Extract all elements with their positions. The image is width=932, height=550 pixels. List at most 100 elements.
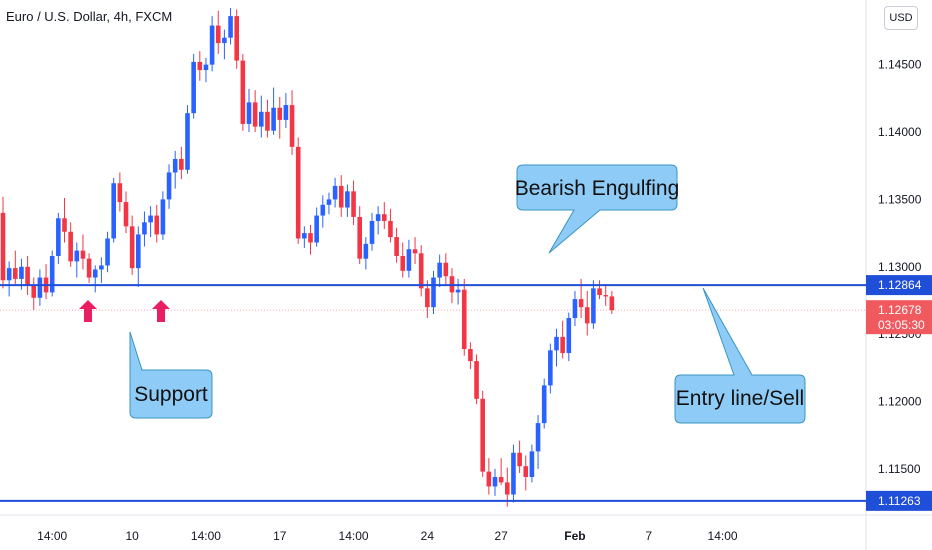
candle[interactable] bbox=[326, 192, 332, 215]
candle[interactable] bbox=[412, 237, 418, 265]
candle[interactable] bbox=[43, 264, 49, 300]
candle[interactable] bbox=[529, 444, 535, 483]
candle[interactable] bbox=[554, 328, 559, 367]
candle[interactable] bbox=[148, 206, 153, 238]
candle[interactable] bbox=[277, 96, 283, 139]
candle[interactable] bbox=[597, 280, 602, 300]
candle[interactable] bbox=[129, 215, 135, 275]
candle[interactable] bbox=[0, 196, 6, 289]
candle[interactable] bbox=[461, 278, 467, 356]
candle[interactable] bbox=[259, 95, 264, 138]
candle[interactable] bbox=[369, 212, 375, 251]
candle[interactable] bbox=[548, 343, 553, 394]
candle[interactable] bbox=[209, 16, 215, 72]
candle[interactable] bbox=[289, 90, 295, 155]
candle[interactable] bbox=[388, 208, 393, 243]
candle[interactable] bbox=[271, 87, 276, 135]
candle[interactable] bbox=[13, 250, 18, 285]
candle[interactable] bbox=[228, 8, 233, 45]
candle[interactable] bbox=[74, 242, 80, 278]
candle[interactable] bbox=[252, 90, 258, 133]
candle[interactable] bbox=[572, 291, 578, 327]
candle[interactable] bbox=[418, 245, 424, 297]
callout-entry-line[interactable]: Entry line/Sell bbox=[674, 287, 806, 424]
candle[interactable] bbox=[86, 253, 92, 283]
candle[interactable] bbox=[215, 10, 221, 54]
candle[interactable] bbox=[246, 88, 252, 133]
candle[interactable] bbox=[283, 92, 289, 128]
candle[interactable] bbox=[332, 177, 338, 208]
candle[interactable] bbox=[338, 175, 344, 217]
candle[interactable] bbox=[375, 206, 381, 235]
candle[interactable] bbox=[474, 354, 479, 405]
candle[interactable] bbox=[172, 150, 178, 189]
candle[interactable] bbox=[314, 207, 319, 247]
candle[interactable] bbox=[191, 53, 196, 119]
candle[interactable] bbox=[111, 177, 116, 243]
candle[interactable] bbox=[511, 444, 516, 503]
candle[interactable] bbox=[80, 234, 86, 270]
candle[interactable] bbox=[160, 191, 166, 240]
candle[interactable] bbox=[517, 440, 522, 473]
candle[interactable] bbox=[203, 57, 209, 83]
candle[interactable] bbox=[498, 458, 504, 486]
candle[interactable] bbox=[437, 254, 442, 287]
candle[interactable] bbox=[468, 342, 473, 370]
candle[interactable] bbox=[357, 206, 362, 265]
candle[interactable] bbox=[492, 468, 498, 496]
candle[interactable] bbox=[295, 137, 301, 244]
candle[interactable] bbox=[406, 239, 412, 278]
callout-bearish-engulfing[interactable]: Bearish Engulfing bbox=[515, 164, 680, 254]
candle[interactable] bbox=[591, 280, 596, 329]
candle[interactable] bbox=[49, 250, 55, 297]
candle[interactable] bbox=[179, 146, 184, 180]
candle[interactable] bbox=[351, 180, 356, 226]
candle[interactable] bbox=[123, 191, 129, 234]
candle[interactable] bbox=[265, 99, 270, 138]
candle[interactable] bbox=[425, 280, 430, 318]
candle[interactable] bbox=[142, 211, 147, 247]
currency-button[interactable]: USD bbox=[884, 6, 918, 30]
candle[interactable] bbox=[37, 269, 43, 306]
candle[interactable] bbox=[197, 51, 203, 81]
candle[interactable] bbox=[56, 212, 61, 265]
candle[interactable] bbox=[222, 29, 227, 60]
candle[interactable] bbox=[523, 455, 529, 491]
candle[interactable] bbox=[394, 227, 399, 263]
candle[interactable] bbox=[136, 226, 141, 287]
candle[interactable] bbox=[320, 195, 326, 228]
candle[interactable] bbox=[443, 253, 449, 286]
candle[interactable] bbox=[400, 242, 406, 278]
candle[interactable] bbox=[92, 265, 98, 293]
candle[interactable] bbox=[566, 312, 572, 362]
candle[interactable] bbox=[117, 172, 123, 212]
candle[interactable] bbox=[363, 237, 369, 270]
candle[interactable] bbox=[105, 231, 110, 273]
candle[interactable] bbox=[560, 320, 565, 359]
candle[interactable] bbox=[609, 291, 615, 314]
candle[interactable] bbox=[541, 378, 547, 429]
candle[interactable] bbox=[240, 53, 246, 131]
candle[interactable] bbox=[99, 257, 104, 283]
candle[interactable] bbox=[480, 390, 485, 478]
candle[interactable] bbox=[68, 222, 73, 267]
candle[interactable] bbox=[345, 184, 350, 217]
callout-support[interactable]: Support bbox=[129, 331, 213, 419]
candle[interactable] bbox=[603, 284, 608, 306]
candle[interactable] bbox=[154, 204, 160, 243]
candle[interactable] bbox=[486, 458, 492, 495]
candle[interactable] bbox=[535, 415, 541, 469]
candle[interactable] bbox=[431, 270, 436, 314]
candle[interactable] bbox=[584, 291, 590, 336]
candle[interactable] bbox=[234, 9, 239, 69]
candle[interactable] bbox=[62, 198, 67, 243]
candle[interactable] bbox=[382, 202, 387, 230]
candle[interactable] bbox=[455, 278, 461, 305]
candle[interactable] bbox=[31, 277, 37, 310]
candle[interactable] bbox=[308, 225, 313, 255]
candle[interactable] bbox=[302, 226, 307, 248]
candle[interactable] bbox=[6, 261, 12, 297]
candle[interactable] bbox=[185, 105, 190, 174]
candle[interactable] bbox=[166, 164, 172, 209]
